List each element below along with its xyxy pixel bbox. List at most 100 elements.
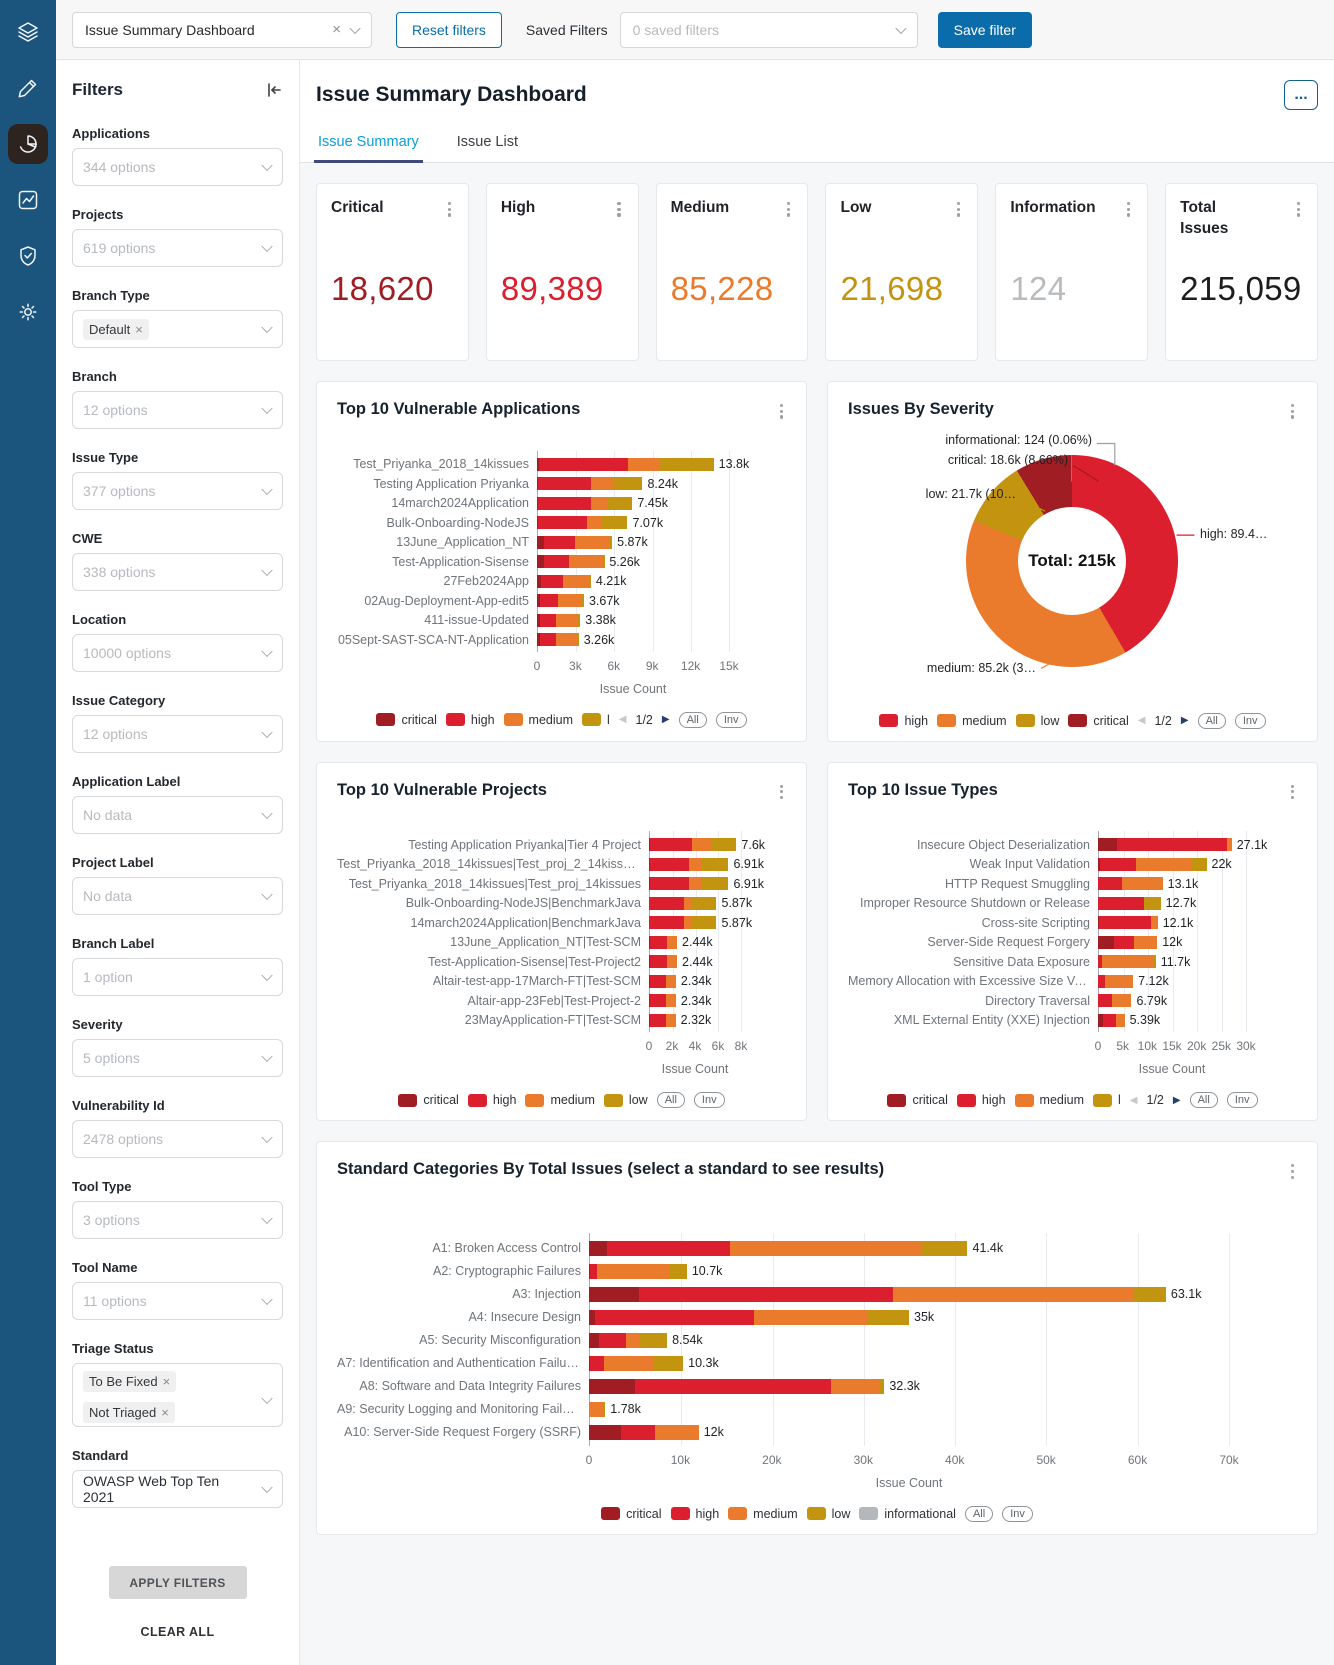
apply-filters-button[interactable]: APPLY FILTERS	[108, 1566, 247, 1599]
bar-segment-low[interactable]	[603, 555, 605, 569]
filter-select-vulnerability-id[interactable]: 2478 options	[72, 1120, 283, 1158]
bar-segment-high[interactable]	[540, 594, 559, 608]
bar-segment-high[interactable]	[599, 1332, 627, 1348]
legend-item-medium[interactable]: medium	[937, 714, 1007, 728]
legend-item-critical[interactable]: critical	[376, 713, 437, 727]
bar-segment-low[interactable]	[660, 457, 714, 471]
bar-segment-high[interactable]	[1098, 994, 1112, 1008]
bar-segment-high[interactable]	[540, 574, 563, 588]
legend-item-informational[interactable]: informational	[859, 1507, 956, 1521]
legend-item-medium[interactable]: medium	[503, 713, 573, 727]
legend-inv-button[interactable]: Inv	[1234, 712, 1266, 729]
bar-segment-critical[interactable]	[1098, 916, 1099, 930]
stacked-bar[interactable]	[589, 1286, 1229, 1302]
bar-segment-medium[interactable]	[1111, 994, 1132, 1008]
filter-chip[interactable]: Default ×	[83, 318, 149, 340]
bar-segment-low[interactable]	[582, 594, 584, 608]
bar-segment-critical[interactable]	[589, 1332, 600, 1348]
bar-segment-high[interactable]	[649, 955, 668, 969]
bar-segment-medium[interactable]	[654, 1424, 699, 1440]
legend-prev-icon[interactable]: ◀	[618, 714, 627, 726]
stacked-bar[interactable]	[1098, 935, 1246, 949]
legend-item-medium[interactable]: medium	[728, 1507, 798, 1521]
bar-segment-medium[interactable]	[893, 1286, 1134, 1302]
kebab-menu-icon[interactable]	[777, 400, 786, 423]
bar-segment-medium[interactable]	[590, 496, 607, 510]
legend-next-icon[interactable]: ▶	[1180, 715, 1189, 727]
filter-select-branch-type[interactable]: Default ×	[72, 310, 283, 348]
bar-segment-high[interactable]	[649, 916, 685, 930]
stacked-bar[interactable]	[1098, 974, 1246, 988]
stacked-bar[interactable]	[649, 974, 741, 988]
save-filter-button[interactable]: Save filter	[937, 11, 1032, 48]
bar-segment-critical[interactable]	[649, 1013, 650, 1027]
bar-segment-medium[interactable]	[692, 838, 711, 852]
bar-segment-medium[interactable]	[604, 1355, 653, 1371]
filter-select-tool-type[interactable]: 3 options	[72, 1201, 283, 1239]
bar-segment-critical[interactable]	[1098, 935, 1115, 949]
stacked-bar[interactable]	[589, 1424, 1229, 1440]
bar-segment-high[interactable]	[1099, 857, 1136, 871]
legend-next-icon[interactable]: ▶	[1172, 1094, 1181, 1106]
bar-segment-critical[interactable]	[589, 1240, 608, 1256]
shield-check-icon[interactable]	[8, 236, 48, 276]
bar-segment-medium[interactable]	[626, 1332, 641, 1348]
bar-segment-high[interactable]	[649, 896, 685, 910]
bar-segment-high[interactable]	[649, 857, 689, 871]
bar-segment-medium[interactable]	[627, 457, 661, 471]
stacked-bar[interactable]	[589, 1401, 1229, 1417]
bar-segment-critical[interactable]	[537, 633, 540, 647]
bar-segment-high[interactable]	[537, 477, 591, 491]
remove-chip-icon[interactable]: ×	[162, 1374, 171, 1389]
legend-item-high[interactable]: high	[445, 713, 495, 727]
gear-icon[interactable]	[8, 292, 48, 332]
stacked-bar[interactable]	[1098, 994, 1246, 1008]
stacked-bar[interactable]	[1098, 916, 1246, 930]
filter-select-application-label[interactable]: No data	[72, 796, 283, 834]
stacked-bar[interactable]	[589, 1355, 1229, 1371]
legend-item-critical[interactable]: critical	[887, 1093, 948, 1107]
kebab-menu-icon[interactable]	[1294, 198, 1303, 221]
bar-segment-medium[interactable]	[1122, 877, 1163, 891]
bar-segment-medium[interactable]	[1115, 1013, 1125, 1027]
bar-segment-high[interactable]	[1098, 955, 1102, 969]
stacked-bar[interactable]	[1098, 1013, 1246, 1027]
bar-segment-critical[interactable]	[537, 477, 538, 491]
bar-segment-low[interactable]	[921, 1240, 968, 1256]
bar-segment-high[interactable]	[539, 613, 557, 627]
stacked-bar[interactable]	[649, 916, 741, 930]
filter-select-branch[interactable]: 12 options	[72, 391, 283, 429]
filter-select-issue-category[interactable]: 12 options	[72, 715, 283, 753]
kebab-menu-icon[interactable]	[1124, 198, 1133, 221]
bar-segment-low[interactable]	[577, 633, 579, 647]
kebab-menu-icon[interactable]	[445, 198, 454, 221]
severity-donut[interactable]	[966, 454, 1178, 667]
bar-segment-critical[interactable]	[649, 994, 650, 1008]
legend-item-low[interactable]: l	[582, 713, 610, 727]
bar-segment-high[interactable]	[649, 994, 666, 1008]
stacked-bar[interactable]	[1098, 838, 1246, 852]
bar-segment-medium[interactable]	[586, 516, 601, 530]
filter-select-standard[interactable]: OWASP Web Top Ten 2021	[72, 1470, 283, 1508]
bar-segment-low[interactable]	[606, 496, 633, 510]
stacked-bar[interactable]	[589, 1263, 1229, 1279]
bar-segment-high[interactable]	[621, 1424, 655, 1440]
bar-segment-low[interactable]	[1153, 955, 1156, 969]
legend-prev-icon[interactable]: ◀	[1129, 1094, 1138, 1106]
bar-segment-critical[interactable]	[589, 1263, 591, 1279]
bar-segment-critical[interactable]	[589, 1424, 621, 1440]
bar-segment-high[interactable]	[634, 1378, 832, 1394]
clear-selection-icon[interactable]: ×	[332, 21, 341, 38]
bar-segment-medium[interactable]	[684, 916, 692, 930]
bar-segment-critical[interactable]	[649, 877, 650, 891]
stacked-bar[interactable]	[537, 457, 729, 471]
stacked-bar[interactable]	[1098, 877, 1246, 891]
bar-segment-high[interactable]	[537, 516, 587, 530]
legend-item-medium[interactable]: medium	[1014, 1093, 1084, 1107]
legend-all-button[interactable]: All	[656, 1092, 685, 1109]
bar-segment-high[interactable]	[544, 555, 569, 569]
bar-segment-medium[interactable]	[729, 1240, 922, 1256]
bar-segment-low[interactable]	[1133, 1286, 1166, 1302]
bar-segment-medium[interactable]	[596, 1263, 670, 1279]
stacked-bar[interactable]	[649, 1013, 741, 1027]
